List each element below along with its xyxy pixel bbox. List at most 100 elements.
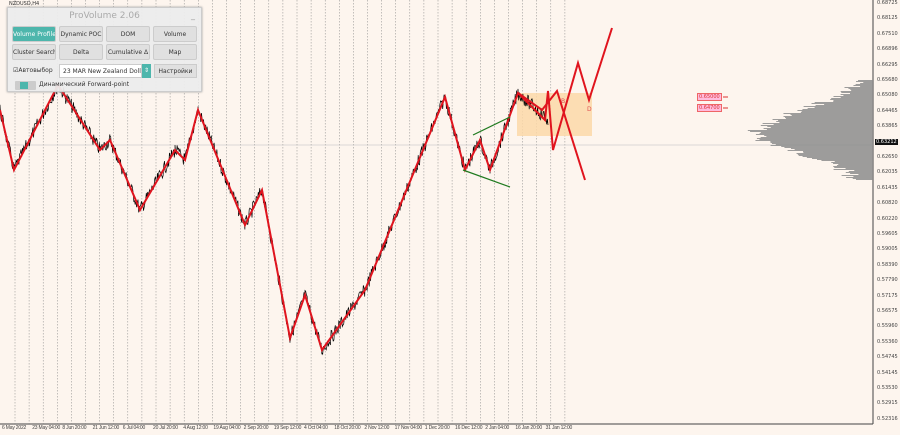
price-tick: 0.56575 — [877, 308, 898, 314]
volume-profile-bar — [778, 120, 873, 121]
volume-profile-bar — [855, 179, 873, 180]
volume-profile-bar — [762, 123, 873, 124]
volume-profile-bar — [747, 130, 873, 131]
chevron-updown-icon[interactable]: ⇕ — [142, 64, 151, 78]
volume-profile-bar — [853, 176, 873, 177]
volume-profile-bar — [770, 142, 873, 143]
auto-select-label: Автовыбор — [18, 67, 53, 74]
volume-profile-bar — [760, 125, 873, 126]
volume-profile-bar — [831, 162, 873, 163]
volume-profile-bar — [755, 140, 873, 141]
volume-profile-bar — [750, 131, 873, 132]
volume-profile-bar — [771, 143, 873, 144]
dom-button[interactable]: DOM — [106, 26, 150, 42]
price-tick: 0.65680 — [877, 77, 898, 83]
price-tick: 0.63865 — [877, 123, 898, 130]
instrument-select[interactable]: 23 MAR New Zealand Dollar — [59, 64, 142, 78]
volume-profile-bar — [833, 100, 873, 101]
volume-profile-bar — [802, 109, 873, 110]
time-tick: 4 Oct 04:00 — [304, 425, 328, 431]
time-tick: 8 Jun 20:00 — [62, 425, 87, 431]
volume-profile-bar — [840, 97, 873, 98]
volume-profile-bar — [755, 134, 873, 135]
volume-profile-bar — [802, 151, 873, 152]
wedge-upper-line — [472, 116, 511, 136]
map-button[interactable]: Map — [153, 44, 197, 60]
volume-profile-bar — [787, 150, 873, 151]
volume-profile-bar — [833, 166, 873, 167]
volume-profile-bar — [763, 128, 873, 129]
time-tick: 2 Nov 12:00 — [364, 425, 390, 431]
volume-profile-bar — [766, 129, 873, 130]
volume-button[interactable]: Volume — [153, 26, 197, 42]
volume-profile-bar — [791, 115, 873, 116]
price-tick: 0.64465 — [877, 107, 898, 114]
settings-button[interactable]: Настройки — [154, 64, 197, 78]
time-tick: 20 Jul 20:00 — [153, 425, 178, 431]
volume-profile-bar — [831, 98, 873, 99]
volume-profile-bar — [797, 110, 873, 111]
volume-profile-bar — [784, 147, 873, 148]
wedge-lower-line — [462, 169, 511, 188]
volume-profile-bar — [764, 135, 873, 136]
volume-profile-bar — [833, 101, 873, 102]
delta-button[interactable]: Delta — [59, 44, 103, 60]
volume-profile-bar — [783, 116, 873, 117]
minimize-button[interactable]: _ — [191, 11, 195, 20]
volume-profile-bar — [824, 104, 873, 105]
price-tick: 0.57790 — [877, 277, 898, 284]
volume-profile-bar — [814, 107, 873, 108]
time-tick: 4 Aug 12:00 — [183, 425, 208, 431]
price-tick: 0.67510 — [877, 30, 898, 37]
price-label-lower: 0.64700 — [697, 104, 722, 112]
wave-label-d: D — [587, 106, 592, 113]
volume-profile-bar — [846, 177, 873, 178]
volume-profile-bar — [779, 122, 873, 123]
volume-profile-bar — [767, 126, 873, 127]
volume-profile-bar — [812, 158, 873, 159]
volume-profile-bar — [834, 161, 873, 162]
time-tick: 1 Dec 20:00 — [424, 425, 450, 431]
checkbox-icon: ☑ — [13, 67, 19, 74]
volume-profile-bar — [836, 165, 873, 166]
time-tick: 19 Aug 04:00 — [213, 425, 241, 431]
volume-profile-bar — [781, 146, 873, 147]
time-tick: 17 Nov 04:00 — [394, 425, 423, 431]
volume-profile-bar — [860, 86, 873, 87]
volume-profile-bar — [848, 88, 873, 89]
volume-profile-bar — [840, 94, 873, 95]
volume-profile-bar — [766, 136, 873, 137]
forward-point-toggle[interactable] — [15, 81, 36, 90]
price-tick: 0.68725 — [877, 0, 898, 6]
dynamic-poc-button[interactable]: Dynamic POC — [59, 26, 103, 42]
volume-profile-bar — [790, 114, 873, 115]
auto-select-checkbox[interactable]: ☑Автовыбор — [13, 67, 53, 75]
price-tick: 0.68125 — [877, 15, 898, 22]
volume-profile-bar — [853, 85, 873, 86]
volume-profile-bar — [785, 118, 873, 119]
volume-profile-button[interactable]: Volume Profile — [12, 26, 56, 42]
volume-profile-bar — [796, 153, 873, 154]
forward-point-label: Динамический Forward-point — [39, 81, 130, 88]
cluster-search-button[interactable]: Cluster Search — [12, 44, 56, 60]
volume-profile-bar — [803, 106, 873, 107]
volume-profile-bar — [845, 172, 873, 173]
volume-profile-bar — [815, 105, 873, 106]
price-tick: 0.59005 — [877, 246, 898, 253]
price-tick: 0.63212 — [875, 138, 898, 145]
volume-profile-bar — [759, 139, 873, 140]
volume-profile-bar — [794, 149, 873, 150]
volume-profile-bar — [845, 168, 873, 169]
price-tick: 0.54745 — [877, 354, 898, 361]
time-tick: 21 Jun 12:00 — [92, 425, 120, 431]
price-tick: 0.52915 — [877, 400, 898, 407]
time-tick: 23 May 04:00 — [32, 425, 61, 431]
volume-profile-bar — [850, 173, 873, 174]
volume-profile-bar — [852, 178, 873, 179]
volume-profile-bar — [773, 124, 873, 125]
volume-profile-bar — [850, 89, 873, 90]
volume-profile-bar — [760, 137, 873, 138]
cumulative-delta-button[interactable]: Cumulative Δ — [106, 44, 150, 60]
volume-profile-bar — [860, 83, 873, 84]
